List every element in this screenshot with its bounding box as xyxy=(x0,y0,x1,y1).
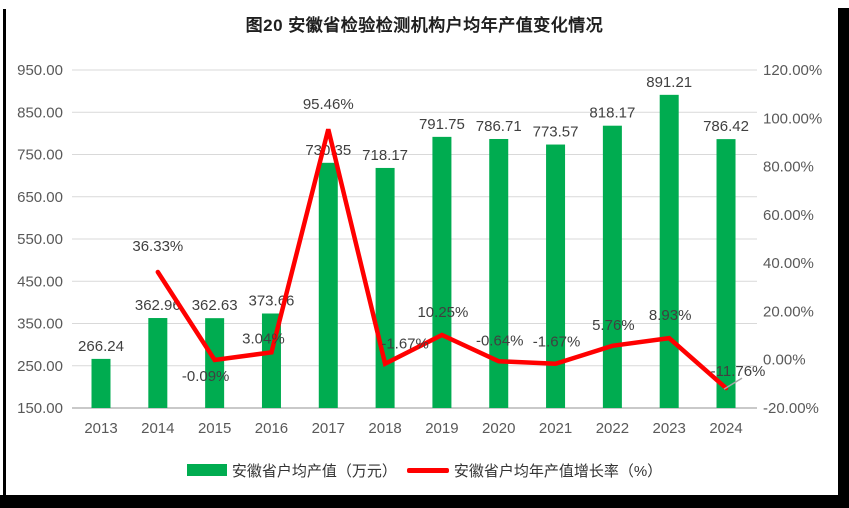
left-axis-tick-250.00: 250.00 xyxy=(17,358,63,375)
bar-2015 xyxy=(205,318,225,408)
page-edge-bottom xyxy=(0,495,849,508)
bar-series-swatch xyxy=(186,464,227,476)
x-axis-label-2022: 2022 xyxy=(596,420,629,437)
bar-2018 xyxy=(375,167,395,408)
legend-item-line-series: 安徽省户均年产值增长率（%） xyxy=(406,460,663,481)
x-axis-label-2023: 2023 xyxy=(653,420,686,437)
x-axis-label-2016: 2016 xyxy=(255,420,288,437)
legend-item-bar-series: 安徽省户均产值（万元） xyxy=(186,460,397,481)
pct-label-2020: -0.64% xyxy=(476,332,524,349)
growth-rate-line xyxy=(155,128,729,391)
right-axis-tick-100.00%: 100.00% xyxy=(763,110,822,127)
left-axis-tick-750.00: 750.00 xyxy=(17,147,63,164)
legend-label-bar-series: 安徽省户均产值（万元） xyxy=(231,462,397,480)
line-series-swatch xyxy=(406,467,449,473)
right-axis-tick-20.00%: 20.00% xyxy=(763,303,814,320)
bar-2020 xyxy=(489,138,509,408)
page-edge-right xyxy=(838,8,849,508)
pct-label-2019: 10.25% xyxy=(417,304,468,321)
x-axis-label-2015: 2015 xyxy=(198,420,231,437)
bar-2022 xyxy=(602,125,622,408)
left-axis-tick-150.00: 150.00 xyxy=(17,400,63,417)
x-axis-label-2019: 2019 xyxy=(425,420,458,437)
bar-2024 xyxy=(716,139,736,408)
pct-label-2017: 95.46% xyxy=(303,96,354,113)
pct-label-2015: -0.09% xyxy=(182,368,230,385)
bar-label-2021: 773.57 xyxy=(533,124,579,141)
bar-2021 xyxy=(546,144,566,408)
bar-label-2019: 791.75 xyxy=(419,116,465,133)
pct-label-2023: 8.93% xyxy=(649,307,692,324)
x-axis-label-2013: 2013 xyxy=(84,420,117,437)
bar-2019 xyxy=(432,136,452,408)
bar-label-2023: 891.21 xyxy=(646,74,692,91)
right-axis-tick--20.00%: -20.00% xyxy=(763,400,819,417)
right-axis-tick-120.00%: 120.00% xyxy=(763,62,822,79)
pct-label-2024: -11.76% xyxy=(711,363,766,380)
bar-label-2024: 786.42 xyxy=(703,118,749,135)
page-edge-left xyxy=(3,9,6,496)
bar-2023 xyxy=(659,94,679,408)
chart-legend: 安徽省户均产值（万元） 安徽省户均年产值增长率（%） xyxy=(0,457,849,483)
legend-label-line-series: 安徽省户均年产值增长率（%） xyxy=(453,462,663,480)
pct-label-2016: 3.04% xyxy=(242,330,285,347)
x-axis-label-2021: 2021 xyxy=(539,420,572,437)
left-axis-tick-850.00: 850.00 xyxy=(17,104,63,121)
bar-label-2014: 362.96 xyxy=(135,297,181,314)
x-axis-label-2018: 2018 xyxy=(368,420,401,437)
pct-label-2014: 36.33% xyxy=(132,238,183,255)
pct-label-2018: -1.67% xyxy=(381,336,429,353)
bar-label-2020: 786.71 xyxy=(476,118,522,135)
right-axis-tick-80.00%: 80.00% xyxy=(763,159,814,176)
bar-label-2015: 362.63 xyxy=(192,297,238,314)
x-axis-label-2020: 2020 xyxy=(482,420,515,437)
bar-label-2013: 266.24 xyxy=(78,338,124,355)
left-axis-tick-550.00: 550.00 xyxy=(17,231,63,248)
left-axis-tick-650.00: 650.00 xyxy=(17,189,63,206)
bar-2014 xyxy=(148,318,168,408)
pct-label-2022: 5.76% xyxy=(592,317,635,334)
right-axis-tick-60.00%: 60.00% xyxy=(763,207,814,224)
right-axis-tick-40.00%: 40.00% xyxy=(763,255,814,272)
pct-label-2021: -1.67% xyxy=(533,334,581,351)
bar-label-2017: 730.35 xyxy=(305,142,351,159)
left-axis-tick-950.00: 950.00 xyxy=(17,62,63,79)
bar-label-2018: 718.17 xyxy=(362,147,408,164)
x-axis-label-2014: 2014 xyxy=(141,420,174,437)
right-axis-tick-0.00%: 0.00% xyxy=(763,352,806,369)
label-leader-line xyxy=(723,377,743,390)
bar-label-2022: 818.17 xyxy=(589,105,635,122)
left-axis-tick-350.00: 350.00 xyxy=(17,316,63,333)
x-axis-label-2024: 2024 xyxy=(709,420,742,437)
bar-2017 xyxy=(318,162,338,408)
left-axis-tick-450.00: 450.00 xyxy=(17,273,63,290)
x-axis-label-2017: 2017 xyxy=(312,420,345,437)
bar-2013 xyxy=(91,358,111,408)
chart-title: 图20 安徽省检验检测机构户均年产值变化情况 xyxy=(245,16,604,35)
